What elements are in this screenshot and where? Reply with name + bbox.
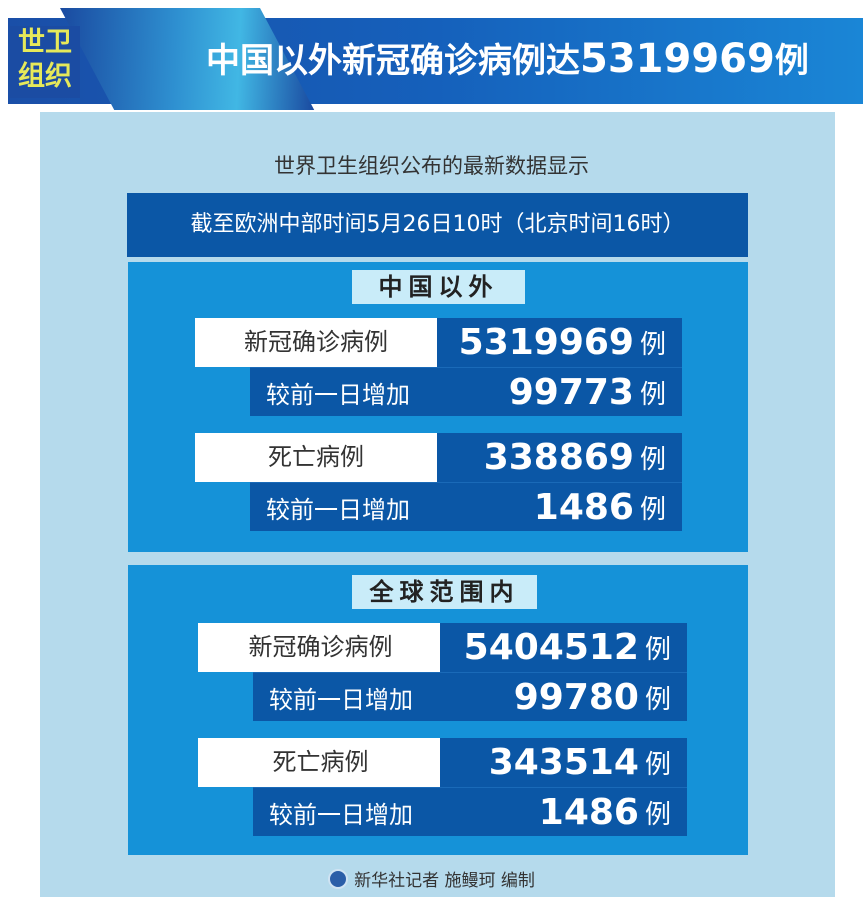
xinhua-logo-icon [328, 868, 349, 889]
section-label: 全球范围内 [352, 575, 537, 609]
title-number: 5319969 [580, 36, 775, 82]
page-title: 中国以外新冠确诊病例达5319969例 [206, 34, 809, 86]
title-unit: 例 [774, 41, 809, 81]
value-unit: 例 [644, 635, 671, 665]
value-number: 338869 [483, 437, 634, 478]
value-number: 5319969 [458, 322, 634, 363]
badge-line-1: 世卫 [18, 27, 72, 58]
increase-label: 较前一日增加 [266, 380, 410, 409]
increase-number: 1486 [533, 486, 634, 528]
increase-label: 较前一日增加 [266, 495, 410, 524]
footer-text: 新华社记者 施鳗珂 编制 [354, 871, 535, 891]
increase-row: 较前一日增加 1486 例 [250, 482, 682, 531]
title-text: 中国以外新冠确诊病例达 [206, 41, 580, 81]
badge-line-2: 组织 [18, 61, 72, 92]
value-number: 5404512 [463, 627, 639, 668]
row-label: 新冠确诊病例 [195, 318, 437, 367]
footer-credit: 新华社记者 施鳗珂 编制 [0, 866, 863, 891]
increase-number: 1486 [538, 791, 639, 833]
subtitle: 世界卫生组织公布的最新数据显示 [274, 154, 589, 178]
increase-row: 较前一日增加 99773 例 [250, 367, 682, 416]
increase-unit: 例 [644, 684, 671, 715]
section-label: 中国以外 [352, 270, 525, 304]
increase-label: 较前一日增加 [269, 685, 413, 714]
increase-number: 99780 [513, 676, 639, 718]
value-number: 343514 [488, 742, 639, 783]
value-unit: 例 [639, 330, 666, 360]
row-label: 死亡病例 [195, 433, 437, 482]
value-unit: 例 [644, 750, 671, 780]
row-value: 343514 例 [440, 738, 687, 787]
row-value: 338869 例 [437, 433, 682, 482]
row-label: 死亡病例 [198, 738, 443, 787]
increase-label: 较前一日增加 [269, 800, 413, 829]
date-bar: 截至欧洲中部时间5月26日10时（北京时间16时） [127, 193, 748, 257]
who-badge: 世卫 组织 [10, 26, 80, 98]
value-unit: 例 [639, 445, 666, 475]
increase-row: 较前一日增加 1486 例 [253, 787, 687, 836]
row-value: 5404512 例 [440, 623, 687, 672]
increase-number: 99773 [508, 371, 634, 413]
increase-unit: 例 [639, 379, 666, 410]
increase-unit: 例 [644, 799, 671, 830]
row-value: 5319969 例 [437, 318, 682, 367]
row-label: 新冠确诊病例 [198, 623, 443, 672]
increase-unit: 例 [639, 494, 666, 525]
increase-row: 较前一日增加 99780 例 [253, 672, 687, 721]
